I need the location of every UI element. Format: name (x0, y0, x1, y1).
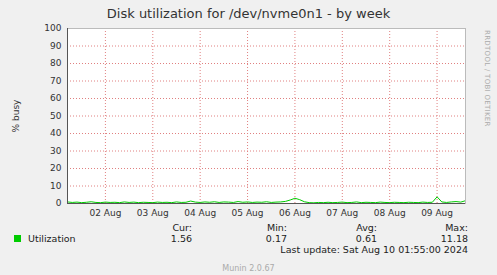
svg-text:60: 60 (50, 93, 62, 103)
html-text:Disk utilization for /dev/nvme: Disk utilization for /dev/nvme0n1 - by w… (106, 6, 391, 21)
html-text:Avg:: Avg: (356, 222, 377, 233)
svg-text:07 Aug: 07 Aug (326, 208, 358, 218)
svg-text:10: 10 (50, 181, 62, 191)
svg-text:20: 20 (50, 163, 62, 173)
svg-text:50: 50 (50, 111, 62, 121)
svg-text:100: 100 (44, 23, 61, 33)
html-text:Last update: Sat Aug 10 01:55:: Last update: Sat Aug 10 01:55:00 2024 (280, 244, 468, 255)
html-text:1.56: 1.56 (170, 233, 192, 244)
svg-text:02 Aug: 02 Aug (89, 208, 121, 218)
html-text:Cur:: Cur: (172, 222, 192, 233)
svg-text:% busy: % busy (11, 99, 21, 133)
svg-text:04 Aug: 04 Aug (184, 208, 216, 218)
svg-text:80: 80 (50, 58, 62, 68)
html-text:Utilization: Utilization (28, 233, 76, 244)
svg-text:90: 90 (50, 41, 62, 51)
html-text:Munin 2.0.67: Munin 2.0.67 (222, 264, 275, 273)
svg-text:70: 70 (50, 76, 62, 86)
html-text:Min:: Min: (266, 222, 287, 233)
html-text:11.18: 11.18 (440, 233, 468, 244)
svg-text:0: 0 (56, 198, 62, 208)
html-text:RRDTOOL / TOBI OETIKER: RRDTOOL / TOBI OETIKER (483, 30, 491, 127)
svg-text:03 Aug: 03 Aug (137, 208, 169, 218)
html-text:0.61: 0.61 (355, 233, 377, 244)
svg-text:09 Aug: 09 Aug (421, 208, 453, 218)
html-text:0.17: 0.17 (265, 233, 287, 244)
svg-text:30: 30 (50, 146, 62, 156)
svg-text:40: 40 (50, 128, 62, 138)
svg-text:08 Aug: 08 Aug (374, 208, 406, 218)
html-text:Max:: Max: (445, 222, 468, 233)
svg-text:05 Aug: 05 Aug (232, 208, 264, 218)
svg-text:06 Aug: 06 Aug (279, 208, 311, 218)
